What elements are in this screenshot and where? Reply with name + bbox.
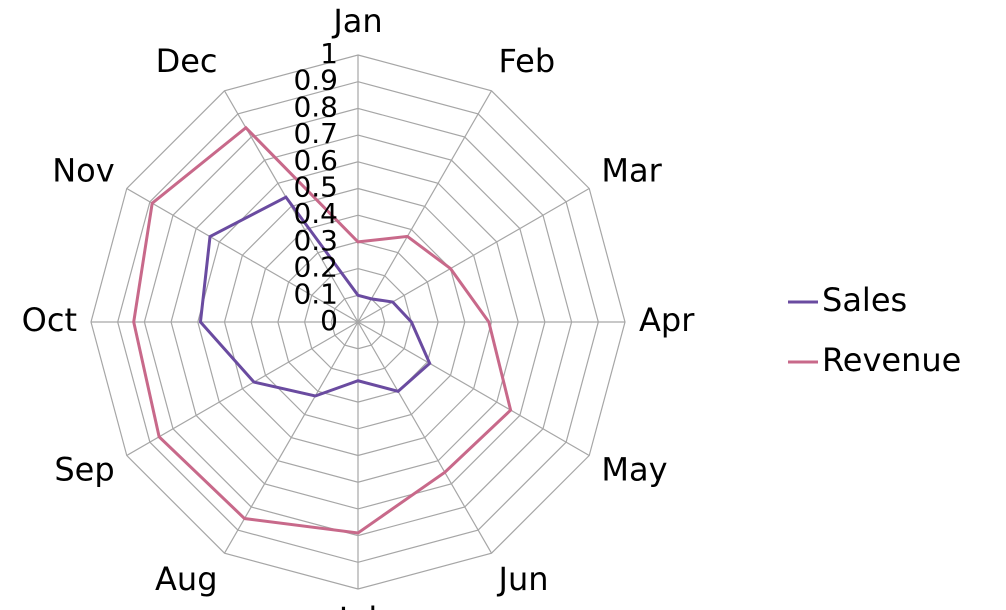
category-label: Dec	[156, 42, 218, 80]
legend-label: Revenue	[822, 341, 961, 379]
spoke	[357, 321, 493, 554]
category-label: Jan	[331, 2, 382, 40]
category-label: Apr	[639, 301, 695, 339]
y-tick-label: 0.7	[293, 117, 338, 150]
category-label: May	[601, 451, 667, 489]
y-tick-label: 0.3	[293, 224, 338, 257]
y-tick-label: 0.4	[293, 197, 338, 230]
spoke	[357, 187, 590, 323]
category-label: Mar	[601, 152, 662, 190]
y-tick-label: 0.2	[293, 251, 338, 284]
spoke	[357, 90, 493, 323]
category-label: Jun	[497, 560, 549, 598]
y-tick-label: 1	[320, 37, 338, 70]
legend-label: Sales	[822, 281, 907, 319]
category-label: Sep	[54, 451, 114, 489]
spoke	[357, 321, 590, 457]
spoke	[126, 321, 359, 457]
y-tick-label: 0	[320, 304, 338, 337]
category-label: Nov	[52, 152, 114, 190]
y-tick-label: 0.9	[293, 64, 338, 97]
series-line	[132, 125, 513, 535]
spoke	[223, 321, 359, 554]
y-tick-label: 0.5	[293, 171, 338, 204]
y-tick-label: 0.1	[293, 277, 338, 310]
y-tick-label: 0.8	[293, 90, 338, 123]
spoke	[126, 187, 359, 323]
category-label: Oct	[22, 301, 77, 339]
category-label: Feb	[499, 42, 556, 80]
series-line	[198, 195, 432, 398]
category-label: Aug	[155, 560, 217, 598]
category-label: Jul	[337, 600, 378, 610]
y-tick-label: 0.6	[293, 144, 338, 177]
